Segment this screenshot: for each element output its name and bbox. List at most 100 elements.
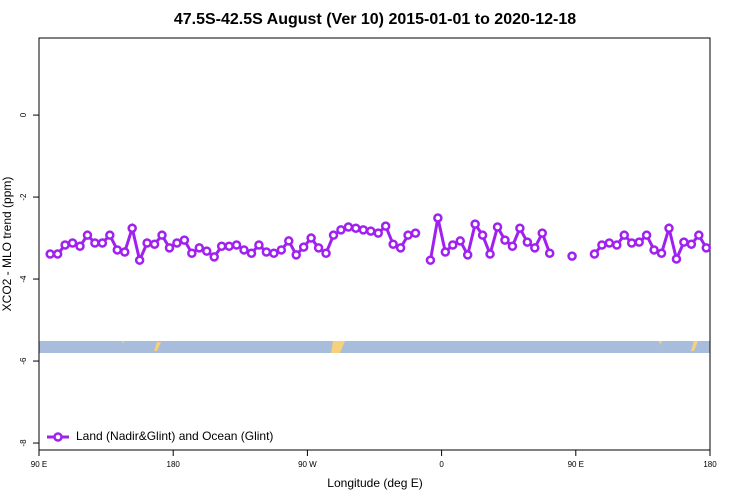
point [336,225,346,235]
point [477,230,488,240]
point [134,255,145,265]
point [284,236,294,246]
point [485,249,495,259]
point [388,239,398,249]
point [82,230,93,240]
y-tick-label: -2 [19,193,28,201]
point [612,240,622,250]
point [656,248,667,258]
point [671,254,682,264]
point [373,228,383,238]
point [366,226,376,236]
x-tick-label: 180 [167,460,181,469]
point [694,230,704,240]
y-tick-label: -4 [19,275,28,283]
point [462,250,473,260]
point [239,245,249,255]
point [224,241,234,252]
point [343,222,354,232]
point [455,236,465,246]
point [597,240,607,250]
point [544,248,555,258]
point [142,238,152,248]
point [321,248,331,258]
point [60,240,70,250]
point [298,242,309,252]
x-axis-label: Longitude (deg E) [327,476,422,490]
point [306,233,316,243]
point [194,243,205,253]
point [209,252,219,262]
point [470,219,480,229]
point [328,230,339,240]
point [664,223,674,233]
y-tick-label: -8 [19,439,28,447]
point [202,246,212,256]
point [45,249,55,259]
point [649,245,659,255]
point [90,238,100,248]
y-tick-label: -6 [19,357,28,365]
point [701,243,712,253]
ocean-band [39,341,710,353]
point [492,222,503,232]
point [276,245,287,255]
point [187,248,197,258]
point [351,223,361,233]
legend-point [53,432,63,442]
point [216,241,227,252]
legend-label: Land (Nadir&Glint) and Ocean (Glint) [76,429,273,443]
point [686,239,697,249]
point [589,249,600,259]
point [619,230,630,240]
point [626,238,637,248]
point [440,247,451,257]
point [433,213,443,223]
point [358,225,369,235]
point [313,243,324,253]
point [679,237,689,247]
y-tick-label: 0 [19,112,28,117]
point [157,230,167,240]
point [172,238,182,248]
x-tick-label: 90 W [298,460,317,469]
point [119,247,130,257]
point [105,230,115,240]
surface-band [39,341,710,353]
point [179,235,190,245]
point [52,249,63,259]
x-tick-label: 90 E [568,460,584,469]
point [567,251,577,261]
point [291,250,301,260]
point [254,240,264,250]
point [395,243,406,253]
x-tick-label: 90 E [31,460,47,469]
point [515,223,525,233]
point [261,247,272,257]
point [425,255,436,265]
point [231,240,242,250]
point [537,228,547,238]
point [75,241,85,252]
point [97,238,108,248]
point [500,235,510,245]
x-tick-label: 180 [703,460,717,469]
y-axis-label: XCO2 - MLO trend (ppm) [0,177,14,312]
point [522,237,533,247]
point [604,238,615,248]
point [380,221,391,231]
x-tick-label: 0 [439,460,444,469]
point [149,239,160,249]
point [246,248,257,258]
plot-frame [38,37,711,451]
chart-title: 47.5S-42.5S August (Ver 10) 2015-01-01 t… [174,11,576,28]
point [112,245,123,255]
point [164,243,175,253]
point [403,230,413,240]
point [641,230,652,240]
point [530,243,540,253]
point [67,238,78,248]
point [507,241,518,252]
point [448,240,458,250]
